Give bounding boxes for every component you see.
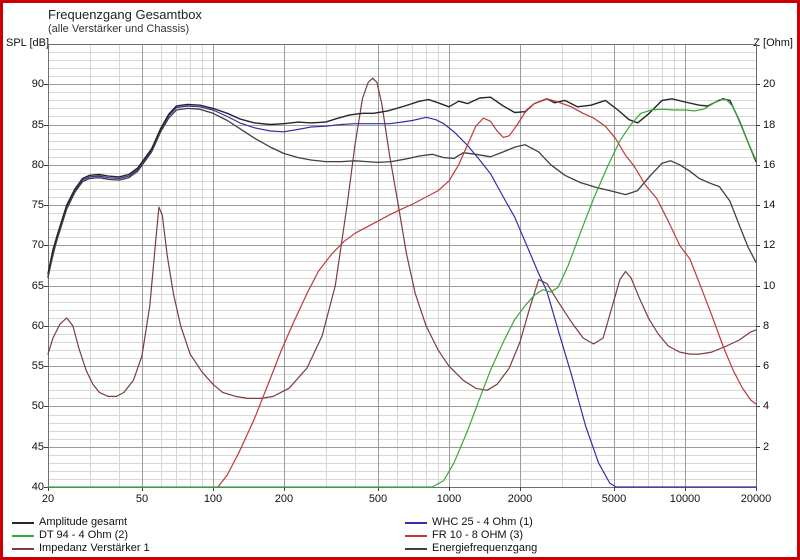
- y-right-tick-label: 16: [763, 159, 776, 171]
- x-tick-label: 50: [135, 493, 149, 505]
- y-left-tick-label: 60: [31, 320, 44, 332]
- y-left-tick-label: 80: [31, 159, 44, 171]
- y-left-tick-label: 75: [31, 199, 44, 211]
- legend-line-swatch: [405, 535, 427, 537]
- legend-line-swatch: [12, 535, 34, 537]
- page-title: Frequenzgang Gesamtbox: [48, 7, 202, 22]
- legend-line-swatch: [12, 522, 34, 524]
- y-left-axis-label: SPL [dB]: [6, 37, 50, 49]
- legend-label: Amplitude gesamt: [39, 516, 128, 528]
- legend-label: Impedanz Verstärker 1: [39, 542, 150, 554]
- x-tick-label: 500: [368, 493, 388, 505]
- legend-line-swatch: [12, 548, 34, 550]
- legend-label: DT 94 - 4 Ohm (2): [39, 529, 129, 541]
- y-right-tick-label: 2: [763, 441, 770, 453]
- legend-line-swatch: [405, 548, 427, 550]
- legend-line-swatch: [405, 522, 427, 524]
- legend-label: Energiefrequenzgang: [432, 542, 538, 554]
- x-tick-label: 1000: [436, 493, 462, 505]
- series-curve-3: [47, 105, 757, 488]
- y-right-tick-label: 4: [763, 400, 770, 412]
- y-right-tick-label: 8: [763, 320, 770, 332]
- plot-area: [44, 44, 760, 491]
- y-right-tick-label: 12: [763, 239, 776, 251]
- series-curve-0: [47, 96, 757, 275]
- y-left-tick-label: 85: [31, 119, 44, 131]
- series-curve-1: [47, 98, 757, 488]
- y-right-tick-label: 14: [763, 199, 776, 211]
- y-left-tick-label: 45: [31, 441, 44, 453]
- y-right-tick-label: 10: [763, 280, 776, 292]
- y-left-tick-label: 90: [31, 78, 44, 90]
- y-left-tick-label: 50: [31, 400, 44, 412]
- x-tick-label: 2000: [507, 493, 533, 505]
- y-right-tick-label: 20: [763, 78, 776, 90]
- y-right-tick-label: 6: [763, 360, 770, 372]
- series-curve-5: [47, 107, 757, 279]
- x-tick-label: 20: [41, 493, 55, 505]
- y-left-tick-label: 40: [31, 481, 44, 493]
- x-tick-label: 200: [274, 493, 294, 505]
- series-curve-2: [47, 77, 757, 399]
- plot-frame: [48, 44, 757, 488]
- x-tick-label: 5000: [601, 493, 627, 505]
- legend-label: FR 10 - 8 OHM (3): [432, 529, 524, 541]
- series-curve-4: [217, 98, 757, 488]
- y-right-axis-label: Z [Ohm]: [753, 37, 793, 49]
- x-tick-label: 10000: [669, 493, 701, 505]
- y-right-tick-label: 18: [763, 119, 776, 131]
- legend-label: WHC 25 - 4 Ohm (1): [432, 516, 533, 528]
- page-subtitle: (alle Verstärker und Chassis): [48, 23, 190, 35]
- y-left-tick-label: 70: [31, 239, 44, 251]
- y-left-tick-label: 65: [31, 280, 44, 292]
- y-left-tick-label: 55: [31, 360, 44, 372]
- x-tick-label: 100: [203, 493, 223, 505]
- x-tick-label: 20000: [740, 493, 772, 505]
